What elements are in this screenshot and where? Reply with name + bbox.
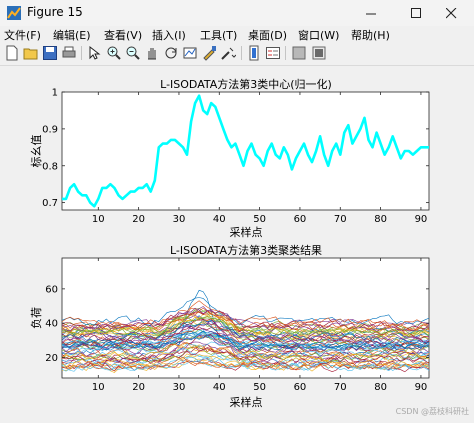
hide-plot-tools-icon[interactable]: [291, 45, 307, 61]
load-curve: [61, 300, 430, 328]
load-curve: [61, 316, 430, 337]
load-curve: [62, 345, 430, 364]
save-icon[interactable]: [42, 45, 58, 61]
x-tick-label: 80: [374, 382, 387, 393]
menu-help[interactable]: 帮助(H): [351, 29, 390, 42]
x-tick-label: 60: [294, 382, 307, 393]
legend-icon[interactable]: [265, 45, 281, 61]
figure-canvas: L-ISODATA方法第3类中心(归一化) 采样点 标幺值 10 20 30 40 50…: [0, 66, 474, 419]
pointer-icon[interactable]: [86, 45, 102, 61]
colorbar-icon[interactable]: [246, 45, 262, 61]
load-curve: [61, 325, 430, 348]
x-tick-label: 30: [173, 214, 186, 225]
menu-file[interactable]: 文件(F): [4, 29, 41, 42]
x-tick-label: 40: [213, 214, 226, 225]
load-curve: [61, 323, 430, 344]
y-tick-label: 60: [45, 284, 58, 295]
watermark-text: CSDN @荔枝科研社: [396, 406, 469, 416]
load-curve: [61, 356, 430, 372]
top-y-axis-label: 标幺值: [29, 135, 43, 168]
toolbar-separator: [285, 46, 286, 60]
menu-view[interactable]: 查看(V): [104, 29, 143, 42]
load-curve: [61, 307, 430, 334]
bottom-chart-title: L-ISODATA方法第3类聚类结果: [170, 243, 322, 257]
toolbar-separator: [241, 46, 242, 60]
load-curve: [61, 347, 430, 367]
menu-desktop[interactable]: 桌面(D): [248, 29, 288, 42]
load-curve: [61, 306, 430, 330]
load-curve: [61, 307, 430, 332]
load-curve: [61, 332, 430, 351]
load-curve: [61, 318, 430, 341]
maximize-icon[interactable]: [393, 0, 439, 26]
load-curve: [61, 332, 430, 351]
top-chart-title: L-ISODATA方法第3类中心(归一化): [160, 77, 332, 91]
open-icon[interactable]: [23, 45, 39, 61]
load-curve: [61, 324, 430, 346]
x-tick-label: 20: [132, 382, 145, 393]
zoom-out-icon[interactable]: [125, 45, 141, 61]
menu-bar: 文件(F) 编辑(E) 查看(V) 插入(I) 工具(T) 桌面(D) 窗口(W…: [0, 26, 474, 42]
x-tick-label: 20: [132, 214, 145, 225]
load-curve: [61, 341, 430, 359]
load-curve: [61, 329, 430, 351]
load-curve: [61, 341, 430, 361]
title-bar: Figure 15: [0, 0, 474, 26]
x-tick-label: 50: [253, 382, 266, 393]
x-tick-label: 60: [294, 214, 307, 225]
load-curve: [61, 323, 430, 345]
toolbar-separator: [81, 46, 82, 60]
load-curve: [61, 323, 430, 347]
x-tick-label: 80: [374, 214, 387, 225]
y-tick-label: 0.9: [42, 124, 58, 135]
figure-plots: L-ISODATA方法第3类中心(归一化) 采样点 标幺值 10 20 30 40 50…: [29, 77, 469, 416]
y-tick-label: 0.8: [42, 161, 58, 172]
load-curve: [61, 353, 430, 369]
y-tick-label: 1: [52, 88, 58, 99]
new-figure-icon[interactable]: [4, 45, 20, 61]
x-tick-label: 30: [173, 382, 186, 393]
x-tick-label: 50: [253, 214, 266, 225]
show-plot-tools-icon[interactable]: [311, 45, 327, 61]
x-tick-label: 70: [334, 382, 347, 393]
x-tick-label: 10: [92, 214, 105, 225]
figure-toolbar: [0, 41, 474, 66]
y-tick-label: 0.7: [42, 198, 58, 209]
brush-icon[interactable]: [201, 45, 217, 61]
x-tick-label: 10: [92, 382, 105, 393]
close-icon[interactable]: [428, 0, 474, 26]
pan-icon[interactable]: [144, 45, 160, 61]
x-tick-label: 40: [213, 382, 226, 393]
load-curve: [61, 297, 430, 326]
menu-insert[interactable]: 插入(I): [152, 29, 186, 42]
minimize-icon[interactable]: [348, 0, 394, 26]
bottom-x-axis-label: 采样点: [230, 395, 263, 409]
x-tick-label: 70: [334, 214, 347, 225]
rotate-icon[interactable]: [163, 45, 179, 61]
menu-edit[interactable]: 编辑(E): [53, 29, 91, 42]
link-icon[interactable]: [220, 45, 236, 61]
load-curve: [61, 341, 430, 362]
top-x-axis-label: 采样点: [230, 225, 263, 239]
load-curve: [61, 356, 430, 372]
matlab-figure-icon: [7, 6, 21, 20]
data-cursor-icon[interactable]: [182, 45, 198, 61]
y-tick-label: 40: [45, 319, 58, 330]
window-title: Figure 15: [27, 5, 83, 19]
zoom-in-icon[interactable]: [106, 45, 122, 61]
load-curve: [61, 358, 430, 372]
y-tick-label: 20: [45, 353, 58, 364]
x-tick-label: 90: [415, 382, 428, 393]
menu-tools[interactable]: 工具(T): [200, 29, 238, 42]
x-tick-label: 90: [415, 214, 428, 225]
menu-window[interactable]: 窗口(W): [298, 29, 340, 42]
print-icon[interactable]: [61, 45, 77, 61]
bottom-axes: L-ISODATA方法第3类聚类结果 采样点 负荷 10 20 30 40 50 60 70…: [29, 243, 430, 409]
load-curve: [61, 356, 430, 371]
top-center-line: [62, 94, 429, 208]
top-axes-box: [61, 91, 430, 211]
bottom-y-axis-label: 负荷: [29, 307, 43, 329]
top-axes: L-ISODATA方法第3类中心(归一化) 采样点 标幺值 10 20 30 40 50…: [29, 77, 430, 239]
load-curve: [61, 310, 430, 332]
